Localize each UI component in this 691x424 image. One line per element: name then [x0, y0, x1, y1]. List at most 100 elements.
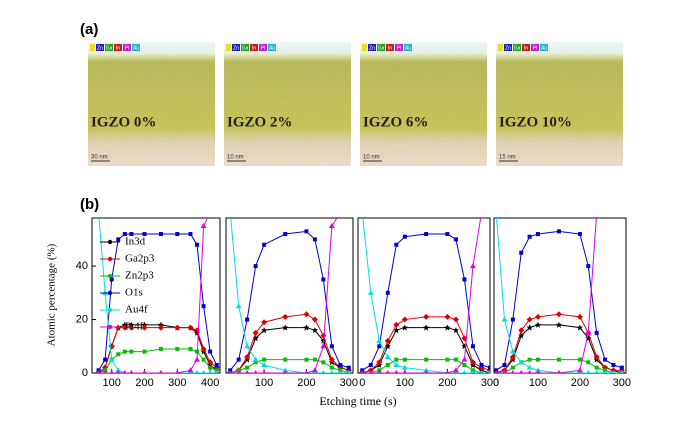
- marker: [384, 343, 391, 350]
- marker: [620, 370, 624, 373]
- legend-marker: [107, 307, 113, 313]
- marker: [244, 353, 251, 360]
- element-label: Au: [269, 45, 275, 51]
- marker: [384, 337, 391, 344]
- marker: [283, 232, 288, 237]
- marker: [121, 324, 128, 331]
- marker: [128, 324, 135, 331]
- marker: [329, 365, 334, 370]
- marker: [585, 329, 592, 335]
- marker: [511, 370, 515, 373]
- marker: [108, 343, 115, 350]
- marker: [311, 327, 318, 334]
- marker: [201, 357, 206, 362]
- legend-marker: [107, 290, 113, 296]
- x-tick-label: 100: [529, 377, 547, 389]
- legend-chip: [232, 44, 240, 51]
- marker: [228, 370, 233, 373]
- marker: [116, 237, 121, 242]
- marker: [122, 232, 127, 237]
- legend-chip: [368, 44, 376, 51]
- marker: [304, 229, 309, 234]
- legend-chip: [386, 44, 394, 51]
- marker: [479, 362, 484, 367]
- marker: [577, 232, 582, 237]
- marker: [577, 357, 582, 362]
- chart: 0 100 200 300: [493, 210, 631, 389]
- element-label: Zn: [505, 45, 511, 51]
- marker: [445, 357, 450, 362]
- marker: [393, 327, 400, 334]
- marker: [453, 237, 458, 242]
- marker: [611, 362, 616, 367]
- marker: [208, 365, 213, 370]
- marker: [187, 324, 194, 331]
- x-tick-label: 200: [438, 377, 456, 389]
- marker: [338, 362, 343, 367]
- marker: [321, 360, 326, 365]
- marker: [329, 344, 334, 349]
- marker: [103, 370, 107, 373]
- legend-chip: [90, 44, 95, 51]
- marker: [462, 277, 467, 282]
- marker: [453, 357, 458, 362]
- marker: [96, 370, 101, 373]
- marker: [282, 313, 289, 320]
- marker: [594, 210, 600, 215]
- x-tick-label: 300: [168, 377, 186, 389]
- marker: [424, 232, 429, 237]
- marker: [502, 362, 507, 367]
- marker: [261, 361, 268, 367]
- legend-chip: [268, 44, 276, 51]
- marker: [461, 356, 468, 362]
- eds-noise: [224, 54, 351, 166]
- marker: [129, 349, 134, 354]
- series-group: [95, 218, 220, 373]
- marker: [208, 370, 212, 373]
- scale-label: 15 nm: [499, 155, 516, 161]
- scale-label: 10 nm: [363, 155, 380, 161]
- marker: [603, 370, 607, 373]
- eds-noise: [360, 54, 487, 166]
- marker: [519, 250, 524, 255]
- element-label: Zn: [233, 45, 239, 51]
- marker: [157, 324, 164, 331]
- marker: [555, 321, 562, 328]
- marker: [594, 330, 599, 335]
- element-label: Au: [133, 45, 139, 51]
- marker: [253, 360, 258, 365]
- marker: [214, 362, 219, 367]
- marker: [478, 210, 484, 215]
- x-tick-label: 200: [135, 377, 153, 389]
- legend-chip: [531, 44, 539, 51]
- marker: [518, 332, 525, 339]
- marker: [195, 370, 199, 373]
- legend-marker: [107, 256, 113, 262]
- marker: [423, 313, 430, 320]
- marker: [158, 232, 163, 237]
- marker: [377, 344, 382, 349]
- marker: [501, 316, 508, 322]
- marker: [175, 232, 180, 237]
- marker: [586, 370, 591, 373]
- marker: [536, 357, 540, 362]
- marker: [593, 353, 600, 360]
- marker: [227, 210, 233, 215]
- marker: [385, 290, 390, 295]
- marker: [403, 370, 407, 373]
- marker: [200, 223, 207, 229]
- x-tick-label: 0: [359, 377, 365, 389]
- marker: [103, 357, 108, 362]
- marker: [527, 370, 532, 373]
- marker: [188, 346, 193, 351]
- marker: [518, 359, 525, 365]
- legend-label: Zn2p3: [125, 270, 154, 282]
- legend-chip: [404, 44, 412, 51]
- legend-chip: [498, 44, 503, 51]
- marker: [469, 359, 476, 366]
- marker: [394, 370, 399, 373]
- sample-label: IGZO 10%: [499, 114, 572, 130]
- legend-label: Au4f: [125, 304, 148, 316]
- marker: [261, 319, 268, 326]
